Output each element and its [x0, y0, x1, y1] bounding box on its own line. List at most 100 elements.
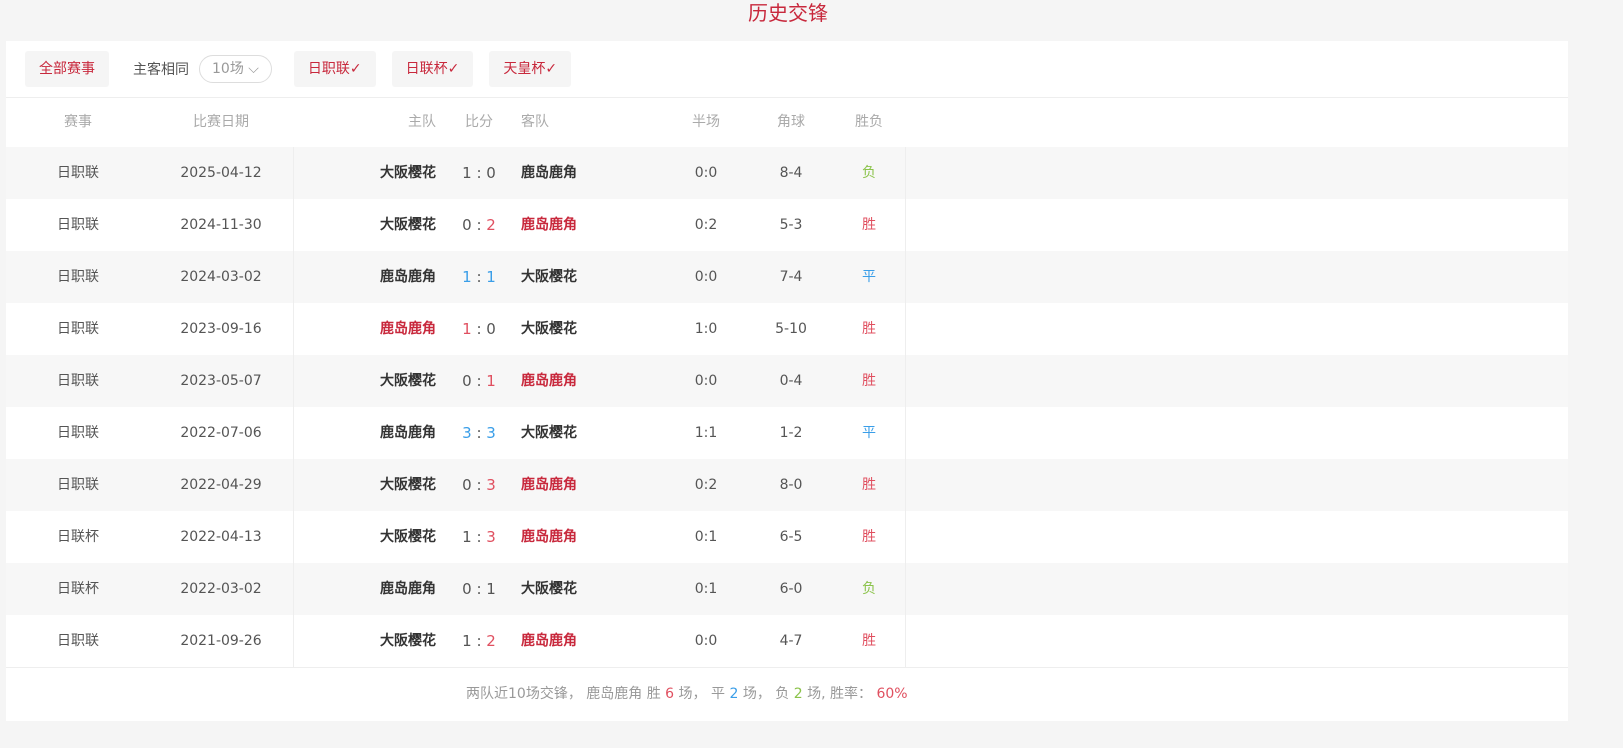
away-team[interactable]: 鹿岛鹿角	[521, 373, 577, 389]
competition: 日职联	[57, 477, 99, 493]
score: 0 : 1	[462, 580, 496, 598]
result: 负	[862, 581, 876, 597]
away-team[interactable]: 鹿岛鹿角	[521, 477, 577, 493]
table-row[interactable]: 日职联 2021-09-26 大阪樱花 1 : 2 鹿岛鹿角 0:0 4-7 胜	[6, 615, 1568, 667]
result: 平	[862, 269, 876, 285]
away-team[interactable]: 大阪樱花	[521, 581, 577, 597]
home-score: 3	[462, 424, 472, 442]
match-date: 2025-04-12	[180, 165, 262, 181]
table-row[interactable]: 日职联 2023-09-16 鹿岛鹿角 1 : 0 大阪樱花 1:0 5-10 …	[6, 303, 1568, 355]
home-team[interactable]: 大阪樱花	[380, 217, 436, 233]
score: 0 : 2	[462, 216, 496, 234]
win-rate: 60%	[876, 686, 908, 702]
competition: 日职联	[57, 217, 99, 233]
match-date: 2022-04-29	[180, 477, 262, 493]
column-divider	[293, 147, 294, 667]
head-to-head-panel: 全部赛事 主客相同 10场 ⌵ 日职联✓ 日联杯✓ 天皇杯✓ 赛事 比赛日期 主…	[6, 41, 1568, 721]
half-score: 0:2	[694, 217, 718, 233]
competition: 日职联	[57, 269, 99, 285]
competition: 日联杯	[57, 529, 99, 545]
home-team[interactable]: 大阪樱花	[380, 633, 436, 649]
table-row[interactable]: 日职联 2024-11-30 大阪樱花 0 : 2 鹿岛鹿角 0:2 5-3 胜	[6, 199, 1568, 251]
away-score: 0	[486, 320, 496, 338]
half-score: 0:2	[694, 477, 718, 493]
table-row[interactable]: 日职联 2025-04-12 大阪樱花 1 : 0 鹿岛鹿角 0:0 8-4 负	[6, 147, 1568, 199]
result: 胜	[862, 633, 876, 649]
away-team[interactable]: 大阪樱花	[521, 321, 577, 337]
home-team[interactable]: 大阪樱花	[380, 373, 436, 389]
away-team[interactable]: 鹿岛鹿角	[521, 217, 577, 233]
away-score: 1	[486, 268, 496, 286]
half-score: 0:0	[694, 633, 718, 649]
corners: 6-5	[779, 529, 803, 545]
away-team[interactable]: 鹿岛鹿角	[521, 165, 577, 181]
col-result: 胜负	[855, 114, 883, 130]
summary-text: 两队近10场交锋， 鹿岛鹿角 胜	[466, 686, 666, 702]
away-score: 1	[486, 580, 496, 598]
table-row[interactable]: 日职联 2022-04-29 大阪樱花 0 : 3 鹿岛鹿角 0:2 8-0 胜	[6, 459, 1568, 511]
win-count: 6	[665, 686, 675, 702]
away-team[interactable]: 大阪樱花	[521, 425, 577, 441]
home-score: 1	[462, 528, 472, 546]
table-row[interactable]: 日职联 2024-03-02 鹿岛鹿角 1 : 1 大阪樱花 0:0 7-4 平	[6, 251, 1568, 303]
match-list: 日职联 2025-04-12 大阪樱花 1 : 0 鹿岛鹿角 0:0 8-4 负…	[6, 147, 1568, 667]
away-team[interactable]: 鹿岛鹿角	[521, 529, 577, 545]
summary-text: 场， 负	[738, 686, 794, 702]
filter-league-0[interactable]: 日职联✓	[293, 51, 376, 87]
score: 1 : 3	[462, 528, 496, 546]
home-score: 0	[462, 372, 472, 390]
match-count-value: 10场	[212, 61, 244, 77]
all-competitions-button[interactable]: 全部赛事	[25, 51, 109, 87]
col-score: 比分	[465, 114, 493, 130]
match-date: 2024-11-30	[180, 217, 262, 233]
half-score: 0:0	[694, 269, 718, 285]
away-score: 1	[486, 372, 496, 390]
result: 平	[862, 425, 876, 441]
filter-bar: 全部赛事 主客相同 10场 ⌵ 日职联✓ 日联杯✓ 天皇杯✓	[6, 41, 1568, 98]
away-team[interactable]: 大阪樱花	[521, 269, 577, 285]
score: 3 : 3	[462, 424, 496, 442]
corners: 0-4	[779, 373, 803, 389]
same-home-away-toggle[interactable]: 主客相同	[133, 62, 189, 78]
home-team[interactable]: 鹿岛鹿角	[380, 321, 436, 337]
home-team[interactable]: 鹿岛鹿角	[380, 425, 436, 441]
filter-label: 日职联	[307, 61, 350, 77]
match-date: 2022-03-02	[180, 581, 262, 597]
score: 0 : 1	[462, 372, 496, 390]
half-score: 1:0	[694, 321, 718, 337]
away-score: 3	[486, 424, 496, 442]
table-row[interactable]: 日联杯 2022-03-02 鹿岛鹿角 0 : 1 大阪樱花 0:1 6-0 负	[6, 563, 1568, 615]
competition: 日职联	[57, 321, 99, 337]
col-comp: 赛事	[64, 114, 92, 130]
home-team[interactable]: 大阪樱花	[380, 529, 436, 545]
filter-league-2[interactable]: 天皇杯✓	[489, 51, 572, 87]
table-row[interactable]: 日职联 2022-07-06 鹿岛鹿角 3 : 3 大阪樱花 1:1 1-2 平	[6, 407, 1568, 459]
corners: 5-10	[775, 321, 807, 337]
home-team[interactable]: 大阪樱花	[380, 477, 436, 493]
home-team[interactable]: 鹿岛鹿角	[380, 581, 436, 597]
score: 1 : 2	[462, 632, 496, 650]
competition: 日职联	[57, 373, 99, 389]
away-team[interactable]: 鹿岛鹿角	[521, 633, 577, 649]
check-icon: ✓	[447, 61, 460, 77]
away-score: 3	[486, 476, 496, 494]
col-corner: 角球	[777, 114, 805, 130]
result: 胜	[862, 477, 876, 493]
filter-league-1[interactable]: 日联杯✓	[391, 51, 474, 87]
result: 胜	[862, 529, 876, 545]
corners: 5-3	[779, 217, 803, 233]
table-row[interactable]: 日联杯 2022-04-13 大阪樱花 1 : 3 鹿岛鹿角 0:1 6-5 胜	[6, 511, 1568, 563]
score: 0 : 3	[462, 476, 496, 494]
result: 负	[862, 165, 876, 181]
home-team[interactable]: 鹿岛鹿角	[380, 269, 436, 285]
col-date: 比赛日期	[193, 114, 249, 130]
score: 1 : 1	[462, 268, 496, 286]
match-count-select[interactable]: 10场 ⌵	[199, 55, 272, 83]
home-team[interactable]: 大阪樱花	[380, 165, 436, 181]
corners: 1-2	[779, 425, 803, 441]
home-score: 0	[462, 216, 472, 234]
col-home: 主队	[408, 114, 436, 130]
corners: 8-4	[779, 165, 803, 181]
table-row[interactable]: 日职联 2023-05-07 大阪樱花 0 : 1 鹿岛鹿角 0:0 0-4 胜	[6, 355, 1568, 407]
home-score: 1	[462, 632, 472, 650]
